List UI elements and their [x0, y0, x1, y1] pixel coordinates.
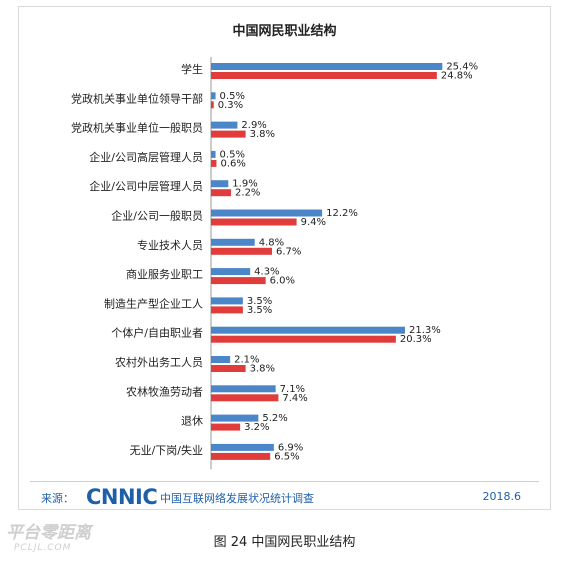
- bar-2017-12: [211, 121, 238, 129]
- bar-2017-12: [211, 385, 276, 393]
- data-label: 21.3%: [409, 325, 441, 336]
- category-label: 企业/公司一般职员: [111, 209, 203, 223]
- data-label: 0.3%: [218, 100, 243, 111]
- category-label: 企业/公司中层管理人员: [89, 179, 203, 193]
- bar-2017-12: [211, 356, 231, 363]
- category-label: 党政机关事业单位领导干部: [71, 91, 203, 105]
- source-text: 中国互联网络发展状况统计调查: [160, 492, 314, 505]
- data-label: 5.2%: [262, 413, 287, 424]
- data-label: 9.4%: [301, 217, 326, 228]
- category-label: 学生: [181, 62, 203, 76]
- bar-2018-6: [211, 72, 437, 79]
- bar-2018-6: [211, 423, 241, 431]
- data-label: 4.8%: [259, 237, 284, 248]
- watermark-brand-sub: PCLJL.COM: [14, 543, 72, 553]
- data-label: 3.2%: [244, 422, 269, 433]
- data-label: 3.5%: [247, 296, 272, 307]
- bar-2017-12: [211, 92, 216, 100]
- figure-caption: 图 24 中国网民职业结构: [213, 535, 356, 550]
- bar-2017-12: [211, 326, 405, 334]
- bar-2017-12: [211, 238, 255, 246]
- bar-2017-12: [211, 180, 229, 188]
- data-label: 0.5%: [220, 149, 245, 160]
- cnnic-logo: CNNIC: [86, 485, 158, 509]
- bar-chart: 学生 25.4%24.8%党政机关事业单位领导干部 0.5%0.3%党政机关事业单位…: [71, 57, 478, 480]
- bar-2018-6: [211, 101, 214, 109]
- category-label: 企业/公司高层管理人员: [89, 150, 203, 164]
- category-label: 专业技术人员: [137, 238, 203, 252]
- legend-label: 2017. 12: [250, 479, 295, 480]
- category-label: 商业服务业职工: [126, 267, 203, 281]
- bar-2018-6: [211, 306, 243, 314]
- category-label: 个体户/自由职业者: [111, 326, 203, 340]
- bar-2018-6: [211, 365, 246, 372]
- category-label: 农村外出务工人员: [115, 355, 203, 369]
- bar-2017-12: [211, 297, 243, 305]
- bar-2017-12: [211, 443, 274, 451]
- source-label: 来源：: [41, 492, 74, 505]
- data-label: 25.4%: [446, 62, 478, 73]
- bar-2018-6: [211, 159, 217, 167]
- bar-2017-12: [211, 209, 323, 217]
- data-label: 3.5%: [247, 305, 272, 316]
- data-label: 3.8%: [250, 364, 275, 375]
- bar-2018-6: [211, 394, 279, 402]
- watermark-brand: 平台零距离: [6, 523, 91, 543]
- data-label: 2.2%: [235, 188, 260, 199]
- data-label: 12.2%: [326, 208, 358, 219]
- data-label: 7.1%: [280, 384, 305, 395]
- bar-2018-6: [211, 335, 396, 343]
- category-label: 党政机关事业单位一般职员: [71, 121, 203, 135]
- data-label: 6.0%: [270, 276, 295, 287]
- bar-2018-6: [211, 452, 271, 460]
- bar-2017-12: [211, 150, 216, 158]
- data-label: 1.9%: [232, 179, 257, 190]
- bar-2018-6: [211, 277, 266, 285]
- bar-2018-6: [211, 189, 232, 197]
- data-label: 6.9%: [278, 442, 303, 453]
- data-label: 4.3%: [254, 267, 279, 278]
- data-label: 6.5%: [274, 451, 299, 462]
- data-label: 3.8%: [250, 129, 275, 140]
- legend-label: 2018. 6: [326, 479, 364, 480]
- data-label: 6.7%: [276, 246, 301, 257]
- chart-frame: [18, 6, 551, 510]
- footer-divider: [30, 481, 539, 482]
- data-label: 7.4%: [282, 393, 307, 404]
- category-label: 农林牧渔劳动者: [126, 384, 203, 398]
- data-label: 2.9%: [241, 120, 266, 131]
- data-label: 0.5%: [220, 91, 245, 102]
- chart-title: 中国网民职业结构: [232, 24, 337, 39]
- bar-2018-6: [211, 247, 273, 255]
- bar-2017-12: [211, 63, 443, 70]
- category-label: 退休: [181, 415, 203, 428]
- data-label: 2.1%: [234, 355, 259, 366]
- bar-2017-12: [211, 268, 251, 276]
- bar-2017-12: [211, 414, 259, 422]
- bar-2018-6: [211, 218, 297, 226]
- bar-2018-6: [211, 130, 246, 138]
- source-date: 2018.6: [482, 490, 522, 503]
- category-label: 制造生产型企业工人: [104, 296, 203, 310]
- data-label: 20.3%: [400, 334, 432, 345]
- data-label: 0.6%: [220, 158, 245, 169]
- data-label: 24.8%: [441, 71, 473, 82]
- category-label: 无业/下岗/失业: [130, 444, 203, 457]
